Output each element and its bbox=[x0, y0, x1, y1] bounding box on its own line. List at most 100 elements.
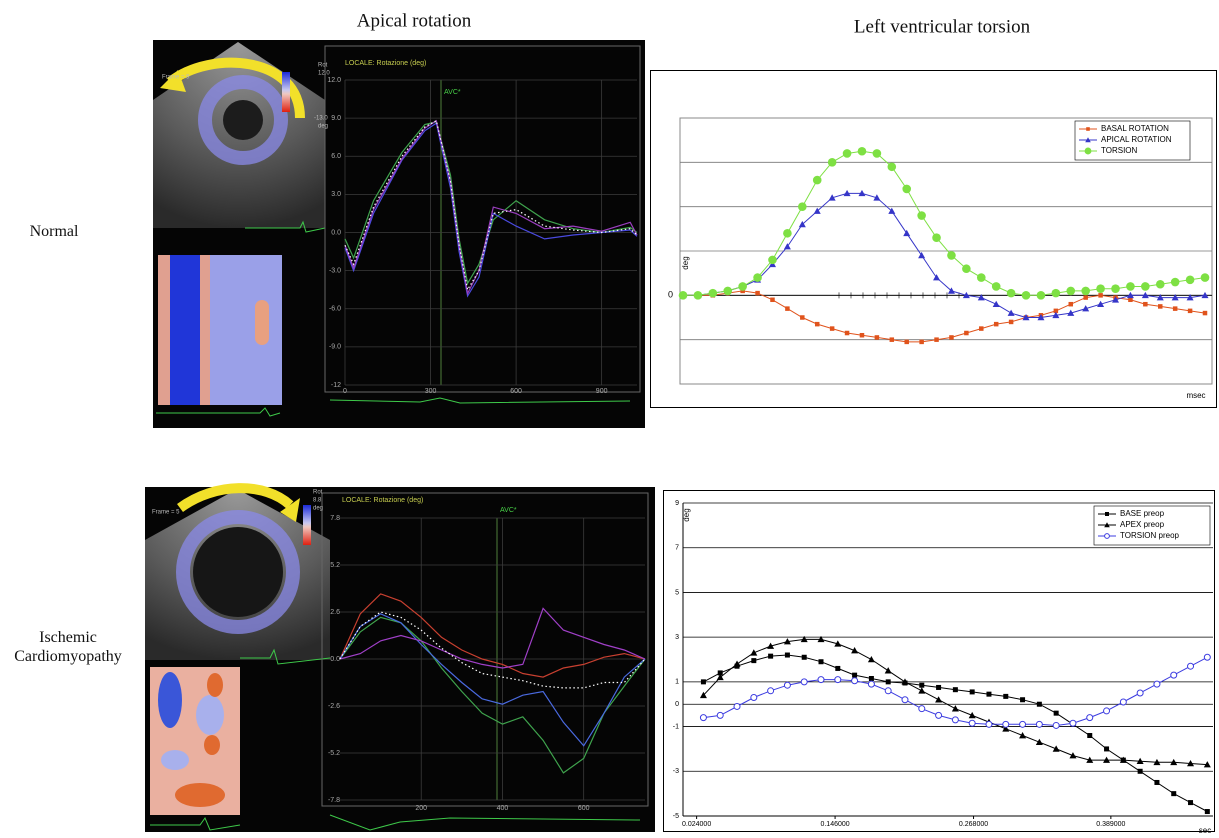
marker bbox=[1052, 289, 1061, 298]
marker bbox=[734, 703, 740, 709]
marker bbox=[1126, 282, 1135, 291]
y-tick-label: 7 bbox=[675, 545, 679, 552]
marker bbox=[952, 717, 958, 723]
marker bbox=[1105, 534, 1110, 539]
x-tick-label: 0.389000 bbox=[1096, 821, 1125, 828]
strain-blob bbox=[204, 735, 220, 755]
marker bbox=[802, 655, 807, 660]
marker bbox=[768, 654, 773, 659]
marker bbox=[845, 331, 850, 336]
x-tick-label: 600 bbox=[510, 388, 522, 395]
marker bbox=[970, 689, 975, 694]
marker bbox=[994, 322, 999, 327]
cavity bbox=[193, 527, 283, 617]
marker bbox=[1173, 306, 1178, 311]
marker bbox=[1137, 690, 1143, 696]
y-tick-label: 1 bbox=[675, 679, 679, 686]
y-axis-label: deg bbox=[682, 508, 691, 521]
marker bbox=[835, 666, 840, 671]
marker bbox=[755, 291, 760, 296]
x-tick-label: 0.268000 bbox=[959, 821, 988, 828]
marker bbox=[875, 335, 880, 340]
strain-blob bbox=[158, 672, 182, 728]
marker bbox=[1020, 721, 1026, 727]
marker bbox=[873, 149, 882, 158]
marker bbox=[886, 679, 891, 684]
legend-label: BASE preop bbox=[1120, 509, 1165, 518]
marker bbox=[1201, 273, 1210, 282]
y-tick-label: 0.0 bbox=[330, 656, 340, 663]
colorbar-label: deg bbox=[318, 124, 328, 130]
marker bbox=[1098, 293, 1103, 298]
marker bbox=[1104, 708, 1110, 714]
strain-band bbox=[200, 255, 210, 405]
marker bbox=[768, 688, 774, 694]
colorbar-label: Rot bbox=[318, 63, 328, 69]
marker bbox=[964, 331, 969, 336]
strain-band bbox=[158, 255, 170, 405]
marker bbox=[1083, 295, 1088, 300]
marker bbox=[917, 211, 926, 220]
marker bbox=[885, 688, 891, 694]
marker bbox=[986, 692, 991, 697]
x-tick-label: 900 bbox=[596, 388, 608, 395]
legend-label: TORSION bbox=[1101, 146, 1138, 155]
x-tick-label: 0.146000 bbox=[820, 821, 849, 828]
marker bbox=[979, 326, 984, 331]
marker bbox=[1081, 287, 1090, 296]
marker bbox=[936, 712, 942, 718]
x-tick-label: 0.024000 bbox=[682, 821, 711, 828]
marker bbox=[753, 273, 762, 282]
x-tick-label: 300 bbox=[425, 388, 437, 395]
strain-blob bbox=[196, 695, 224, 735]
marker bbox=[1138, 769, 1143, 774]
y-tick-label: 7.8 bbox=[330, 515, 340, 522]
marker bbox=[1003, 694, 1008, 699]
x-tick-label: 0 bbox=[343, 388, 347, 395]
marker bbox=[890, 337, 895, 342]
annotation: AVC* bbox=[444, 89, 461, 96]
colorbar-label: 12.0 bbox=[318, 71, 330, 77]
y-tick-label: -3.0 bbox=[329, 267, 341, 274]
marker bbox=[949, 335, 954, 340]
marker bbox=[723, 287, 732, 296]
marker bbox=[1143, 302, 1148, 307]
marker bbox=[962, 264, 971, 273]
y-axis-label: deg bbox=[681, 256, 690, 269]
marker bbox=[751, 695, 757, 701]
strain-band bbox=[170, 255, 200, 405]
marker bbox=[768, 256, 777, 265]
marker bbox=[992, 282, 1001, 291]
marker bbox=[1188, 309, 1193, 314]
cavity bbox=[223, 100, 263, 140]
marker bbox=[830, 326, 835, 331]
marker bbox=[709, 289, 718, 298]
colorbar-label: 8.8 bbox=[313, 498, 322, 504]
marker bbox=[819, 659, 824, 664]
plot-title: LOCALE: Rotazione (deg) bbox=[342, 497, 423, 504]
marker bbox=[936, 685, 941, 690]
legend-label: BASAL ROTATION bbox=[1101, 124, 1169, 133]
strain-band bbox=[255, 300, 269, 345]
frame-label: Frame = 5 bbox=[152, 510, 180, 516]
column-title: Apical rotation bbox=[357, 10, 472, 31]
x-tick-label: 400 bbox=[497, 805, 509, 812]
y-tick-label: -5 bbox=[673, 813, 679, 820]
y-tick-label: 0 bbox=[668, 290, 673, 300]
marker bbox=[1003, 721, 1009, 727]
y-tick-label: 5.2 bbox=[330, 562, 340, 569]
marker bbox=[1007, 289, 1016, 298]
y-tick-label: 3 bbox=[675, 634, 679, 641]
y-tick-label: 9.0 bbox=[331, 115, 341, 122]
marker bbox=[919, 706, 925, 712]
marker bbox=[1171, 791, 1176, 796]
marker bbox=[785, 306, 790, 311]
marker bbox=[835, 677, 841, 683]
marker bbox=[1053, 722, 1059, 728]
y-tick-label: 2.6 bbox=[330, 609, 340, 616]
marker bbox=[1009, 320, 1014, 325]
y-tick-label: 9 bbox=[675, 500, 679, 507]
marker bbox=[868, 681, 874, 687]
marker bbox=[1105, 512, 1109, 516]
marker bbox=[1087, 715, 1093, 721]
